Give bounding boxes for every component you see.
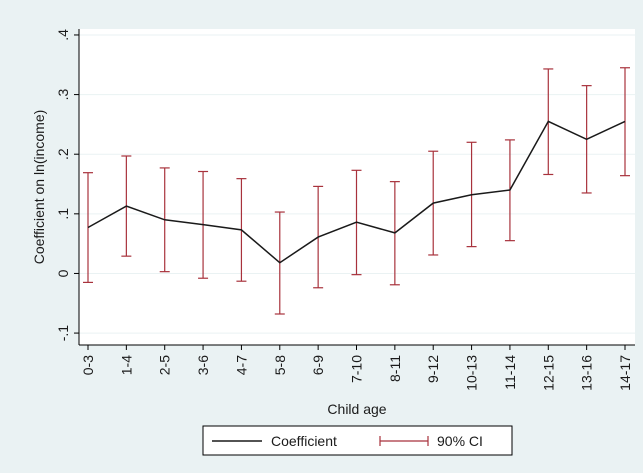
x-tick-label-1: 1-4 [118, 355, 134, 375]
legend-ci-label: 90% CI [437, 433, 483, 449]
x-tick-label-12: 12-15 [540, 355, 556, 391]
coefficient-line [87, 120, 626, 264]
x-tick-label-2: 2-5 [157, 355, 173, 375]
y-tick-label-3: .2 [55, 148, 71, 160]
x-tick-label-10: 10-13 [464, 355, 480, 391]
y-tick-label-0: -.1 [55, 325, 71, 342]
x-tick-label-4: 4-7 [233, 355, 249, 375]
y-tick-label-5: .4 [55, 29, 71, 41]
legend-coefficient-label: Coefficient [271, 433, 337, 449]
legend: Coefficient 90% CI [202, 425, 513, 456]
x-tick-label-0: 0-3 [80, 355, 96, 375]
x-tick-label-6: 6-9 [310, 355, 326, 375]
y-axis-ticks: -.1 0 .1 .2 .3 .4 [55, 29, 79, 341]
y-axis-label: Coefficient on ln(income) [31, 110, 47, 265]
x-tick-label-7: 7-10 [349, 355, 365, 383]
x-tick-label-13: 13-16 [579, 355, 595, 391]
x-tick-label-11: 11-14 [502, 355, 518, 390]
y-tick-label-1: 0 [55, 269, 71, 277]
x-tick-label-8: 8-11 [387, 355, 403, 382]
x-axis-ticks: 0-3 1-4 2-5 3-6 4-7 5-8 6-9 7-10 8-11 9-12 10-13 11… [80, 345, 633, 391]
x-tick-label-14: 14-17 [617, 355, 633, 391]
y-tick-label-2: .1 [55, 208, 71, 220]
x-axis-label: Child age [327, 401, 386, 417]
x-tick-label-9: 9-12 [425, 355, 441, 383]
x-tick-label-3: 3-6 [195, 355, 211, 375]
y-tick-label-4: .3 [55, 89, 71, 101]
x-tick-label-5: 5-8 [272, 355, 288, 375]
